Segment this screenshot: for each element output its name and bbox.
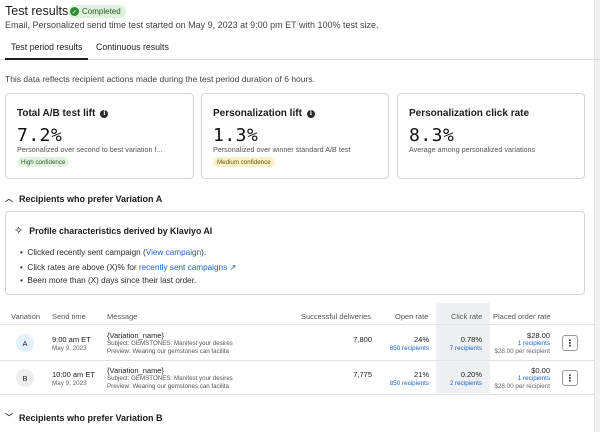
message-subject: Subject: GEMSTONES: Manifest your desire… — [107, 340, 233, 347]
card-title-wrap: Total A/B test lift i — [17, 108, 109, 119]
ai-title: Profile characteristics derived by Klavi… — [29, 225, 213, 236]
open-recipients-link[interactable]: 850 recipients — [389, 380, 429, 387]
order-rate-value: $28.00 — [527, 331, 550, 340]
tab-test-period-results[interactable]: Test period results — [4, 42, 89, 60]
card-title-wrap: Personalization lift i — [213, 108, 315, 119]
col-header-click-rate[interactable]: Click rate — [451, 312, 483, 321]
bullet-text: Been more than (X) days since their last… — [27, 276, 197, 285]
send-time: 10:00 am ET — [52, 370, 95, 379]
order-per-recipient: $28.00 per recipient — [494, 383, 550, 390]
view-campaign-link[interactable]: View campaign — [145, 248, 202, 257]
external-link-icon[interactable]: ↗ — [229, 263, 237, 272]
info-icon[interactable]: i — [306, 109, 315, 118]
test-period-note: This data reflects recipient actions mad… — [5, 74, 315, 84]
recently-sent-campaigns-link[interactable]: recently sent campaigns — [138, 263, 228, 272]
confidence-badge: High confidence — [17, 157, 70, 167]
card-description: Average among personalized variations — [409, 145, 536, 154]
click-recipients-link[interactable]: 7 recipients — [449, 345, 482, 352]
section-variation-a-toggle[interactable]: ︿ Recipients who prefer Variation A — [5, 193, 162, 204]
ai-bullet-1: • Clicked recently sent campaign (View c… — [20, 248, 207, 257]
open-rate-value: 21% — [413, 370, 429, 379]
card-value: 7.2% — [17, 125, 63, 146]
card-title: Total A/B test lift — [17, 108, 96, 119]
ai-bullet-2: • Click rates are above (X)% for recentl… — [20, 263, 237, 272]
bullet-text: Clicked recently sent campaign ( — [27, 248, 146, 257]
ai-profile-box: ✧ Profile characteristics derived by Kla… — [5, 211, 585, 295]
order-recipients-link[interactable]: 1 recipients — [517, 340, 550, 347]
order-recipients-link[interactable]: 1 recipients — [517, 375, 550, 382]
tab-continuous-results[interactable]: Continuous results — [96, 42, 169, 52]
card-title: Personalization click rate — [409, 108, 530, 119]
deliveries-value: 7,800 — [353, 335, 372, 344]
bullet-text: Click rates are above (X)% for — [27, 263, 139, 272]
bullet-text: ). — [201, 248, 207, 257]
page-title: Test results — [5, 4, 69, 18]
message-preview: Preview: Wearing our gemstones can facil… — [107, 383, 229, 390]
tab-bar: Test period results Continuous results — [0, 36, 600, 60]
send-time: 9:00 am ET — [52, 335, 91, 344]
page-subtitle: Email, Personalized send time test start… — [5, 20, 379, 30]
chevron-down-icon: ﹀ — [5, 413, 13, 422]
order-rate-value: $0.00 — [531, 366, 550, 375]
info-icon[interactable]: i — [100, 109, 109, 118]
message-preview: Preview: Wearing our gemstones can facil… — [107, 348, 229, 355]
chevron-up-icon: ︿ — [5, 194, 13, 203]
row-actions-button[interactable]: ⋮ — [562, 370, 578, 386]
send-date: May 9, 2023 — [52, 345, 87, 352]
col-header-send-time: Send time — [52, 312, 86, 321]
col-header-open-rate[interactable]: Open rate — [395, 312, 429, 321]
click-rate-column-highlight — [436, 303, 490, 393]
click-recipients-link[interactable]: 2 recipients — [449, 380, 482, 387]
variation-name: {Variation_name} — [107, 331, 164, 340]
status-badge-label: Completed — [82, 7, 121, 16]
card-value: 8.3% — [409, 125, 455, 146]
click-rate-value: 0.20% — [460, 370, 482, 379]
send-date: May 9, 2023 — [52, 380, 87, 387]
message-subject: Subject: GEMSTONES: Manifest your desire… — [107, 375, 233, 382]
divider — [0, 324, 594, 325]
section-title: Recipients who prefer Variation A — [19, 193, 163, 204]
check-icon: ✓ — [70, 7, 79, 16]
card-description: Personalized over second to best variati… — [17, 145, 163, 154]
sparkle-icon: ✧ — [14, 225, 24, 237]
card-total-ab-lift: Total A/B test lift i 7.2% Personalized o… — [5, 93, 194, 179]
col-header-message: Message — [107, 312, 138, 321]
card-title-wrap: Personalization click rate — [409, 108, 529, 119]
open-recipients-link[interactable]: 850 recipients — [389, 345, 429, 352]
card-personalization-lift: Personalization lift i 1.3% Personalized … — [201, 93, 389, 179]
section-variation-b-toggle[interactable]: ﹀ Recipients who prefer Variation B — [5, 412, 163, 423]
order-per-recipient: $28.00 per recipient — [494, 348, 550, 355]
open-rate-value: 24% — [413, 335, 429, 344]
card-description: Personalized over winner standard A/B te… — [213, 145, 351, 154]
divider — [0, 394, 594, 395]
section-title: Recipients who prefer Variation B — [19, 412, 163, 423]
col-header-variation: Variation — [11, 312, 41, 321]
col-header-deliveries[interactable]: Successful deliveries — [301, 312, 372, 321]
deliveries-value: 7,775 — [353, 370, 372, 379]
variation-name: {Variation_name} — [107, 366, 164, 375]
divider — [0, 360, 594, 361]
card-personalization-click-rate: Personalization click rate 8.3% Average … — [397, 93, 585, 179]
variation-badge: A — [16, 334, 34, 352]
card-title: Personalization lift — [213, 108, 302, 119]
click-rate-value: 0.78% — [460, 335, 482, 344]
card-value: 1.3% — [213, 125, 259, 146]
status-badge: ✓ Completed — [68, 5, 126, 18]
confidence-badge: Medium confidence — [213, 157, 275, 167]
variation-badge: B — [16, 369, 34, 387]
page-scrollbar[interactable] — [594, 0, 600, 432]
row-actions-button[interactable]: ⋮ — [562, 335, 578, 351]
col-header-placed-order-rate[interactable]: Placed order rate — [493, 312, 551, 321]
ai-title-wrap: ✧ Profile characteristics derived by Kla… — [14, 224, 212, 237]
ai-bullet-3: • Been more than (X) days since their la… — [20, 276, 197, 285]
